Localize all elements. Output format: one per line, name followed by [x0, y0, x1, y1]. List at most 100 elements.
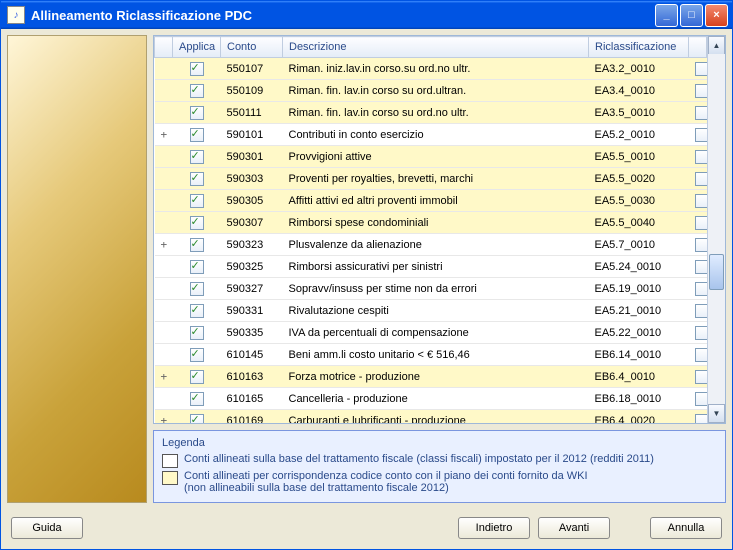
row-checkbox[interactable] [695, 370, 707, 384]
applica-cell[interactable] [173, 102, 221, 124]
row-checkbox[interactable] [695, 326, 707, 340]
table-row[interactable]: +590101Contributi in conto esercizioEA5.… [155, 124, 707, 146]
row-checkbox-cell[interactable] [689, 410, 707, 424]
table-row[interactable]: 610145Beni amm.li costo unitario < € 516… [155, 344, 707, 366]
table-row[interactable]: 550111Riman. fin. lav.in corso su ord.no… [155, 102, 707, 124]
row-checkbox[interactable] [695, 172, 707, 186]
applica-checkbox[interactable] [190, 282, 204, 296]
row-checkbox-cell[interactable] [689, 256, 707, 278]
applica-checkbox[interactable] [190, 392, 204, 406]
table-row[interactable]: 590335IVA da percentuali di compensazion… [155, 322, 707, 344]
table-row[interactable]: 550109Riman. fin. lav.in corso su ord.ul… [155, 80, 707, 102]
row-checkbox-cell[interactable] [689, 234, 707, 256]
applica-cell[interactable] [173, 168, 221, 190]
applica-cell[interactable] [173, 388, 221, 410]
table-row[interactable]: 590327Sopravv/insuss per stime non da er… [155, 278, 707, 300]
row-checkbox[interactable] [695, 106, 707, 120]
avanti-button[interactable]: Avanti [538, 517, 610, 539]
applica-cell[interactable] [173, 300, 221, 322]
row-checkbox[interactable] [695, 62, 707, 76]
expand-cell[interactable]: + [155, 410, 173, 424]
applica-checkbox[interactable] [190, 128, 204, 142]
table-row[interactable]: 590325Rimborsi assicurativi per sinistri… [155, 256, 707, 278]
col-applica[interactable]: Applica [173, 37, 221, 58]
table-row[interactable]: 590307Rimborsi spese condominialiEA5.5_0… [155, 212, 707, 234]
applica-cell[interactable] [173, 190, 221, 212]
row-checkbox-cell[interactable] [689, 366, 707, 388]
guida-button[interactable]: Guida [11, 517, 83, 539]
row-checkbox[interactable] [695, 84, 707, 98]
annulla-button[interactable]: Annulla [650, 517, 722, 539]
row-checkbox[interactable] [695, 348, 707, 362]
applica-checkbox[interactable] [190, 414, 204, 424]
applica-checkbox[interactable] [190, 194, 204, 208]
row-checkbox-cell[interactable] [689, 388, 707, 410]
vertical-scrollbar[interactable]: ▲ ▼ [707, 36, 725, 423]
applica-cell[interactable] [173, 124, 221, 146]
col-expand[interactable] [155, 37, 173, 58]
table-row[interactable]: +610163Forza motrice - produzioneEB6.4_0… [155, 366, 707, 388]
row-checkbox-cell[interactable] [689, 146, 707, 168]
table-row[interactable]: 550107Riman. iniz.lav.in corso.su ord.no… [155, 58, 707, 80]
row-checkbox[interactable] [695, 128, 707, 142]
col-descrizione[interactable]: Descrizione [283, 37, 589, 58]
applica-checkbox[interactable] [190, 216, 204, 230]
applica-checkbox[interactable] [190, 172, 204, 186]
scroll-thumb[interactable] [709, 254, 724, 290]
applica-checkbox[interactable] [190, 84, 204, 98]
indietro-button[interactable]: Indietro [458, 517, 530, 539]
row-checkbox-cell[interactable] [689, 212, 707, 234]
row-checkbox-cell[interactable] [689, 322, 707, 344]
row-checkbox[interactable] [695, 392, 707, 406]
maximize-button[interactable]: □ [680, 4, 703, 27]
expand-cell[interactable]: + [155, 366, 173, 388]
row-checkbox-cell[interactable] [689, 300, 707, 322]
table-row[interactable]: +590323Plusvalenze da alienazioneEA5.7_0… [155, 234, 707, 256]
applica-checkbox[interactable] [190, 106, 204, 120]
minimize-button[interactable]: _ [655, 4, 678, 27]
table-row[interactable]: 610165Cancelleria - produzioneEB6.18_001… [155, 388, 707, 410]
col-riclassificazione[interactable]: Riclassificazione [589, 37, 689, 58]
table-row[interactable]: 590301Provvigioni attiveEA5.5_0010 [155, 146, 707, 168]
scroll-up-arrow[interactable]: ▲ [708, 36, 725, 55]
applica-checkbox[interactable] [190, 62, 204, 76]
row-checkbox-cell[interactable] [689, 58, 707, 80]
table-row[interactable]: 590305Affitti attivi ed altri proventi i… [155, 190, 707, 212]
row-checkbox-cell[interactable] [689, 190, 707, 212]
applica-cell[interactable] [173, 410, 221, 424]
applica-cell[interactable] [173, 366, 221, 388]
expand-cell[interactable]: + [155, 234, 173, 256]
applica-cell[interactable] [173, 58, 221, 80]
applica-checkbox[interactable] [190, 260, 204, 274]
row-checkbox-cell[interactable] [689, 80, 707, 102]
applica-cell[interactable] [173, 80, 221, 102]
applica-cell[interactable] [173, 322, 221, 344]
row-checkbox[interactable] [695, 304, 707, 318]
close-button[interactable]: × [705, 4, 728, 27]
row-checkbox[interactable] [695, 150, 707, 164]
row-checkbox-cell[interactable] [689, 278, 707, 300]
row-checkbox[interactable] [695, 260, 707, 274]
applica-cell[interactable] [173, 256, 221, 278]
applica-checkbox[interactable] [190, 326, 204, 340]
applica-checkbox[interactable] [190, 150, 204, 164]
applica-cell[interactable] [173, 344, 221, 366]
scroll-down-arrow[interactable]: ▼ [708, 404, 725, 423]
applica-checkbox[interactable] [190, 238, 204, 252]
table-row[interactable]: 590303Proventi per royalties, brevetti, … [155, 168, 707, 190]
row-checkbox-cell[interactable] [689, 344, 707, 366]
applica-cell[interactable] [173, 234, 221, 256]
row-checkbox[interactable] [695, 414, 707, 424]
expand-cell[interactable]: + [155, 124, 173, 146]
col-checkbox[interactable] [689, 37, 707, 58]
row-checkbox[interactable] [695, 238, 707, 252]
applica-cell[interactable] [173, 146, 221, 168]
row-checkbox-cell[interactable] [689, 168, 707, 190]
scroll-track[interactable] [708, 54, 725, 405]
applica-checkbox[interactable] [190, 348, 204, 362]
applica-cell[interactable] [173, 212, 221, 234]
table-row[interactable]: +610169Carburanti e lubrificanti - produ… [155, 410, 707, 424]
row-checkbox[interactable] [695, 282, 707, 296]
col-conto[interactable]: Conto [221, 37, 283, 58]
row-checkbox-cell[interactable] [689, 124, 707, 146]
